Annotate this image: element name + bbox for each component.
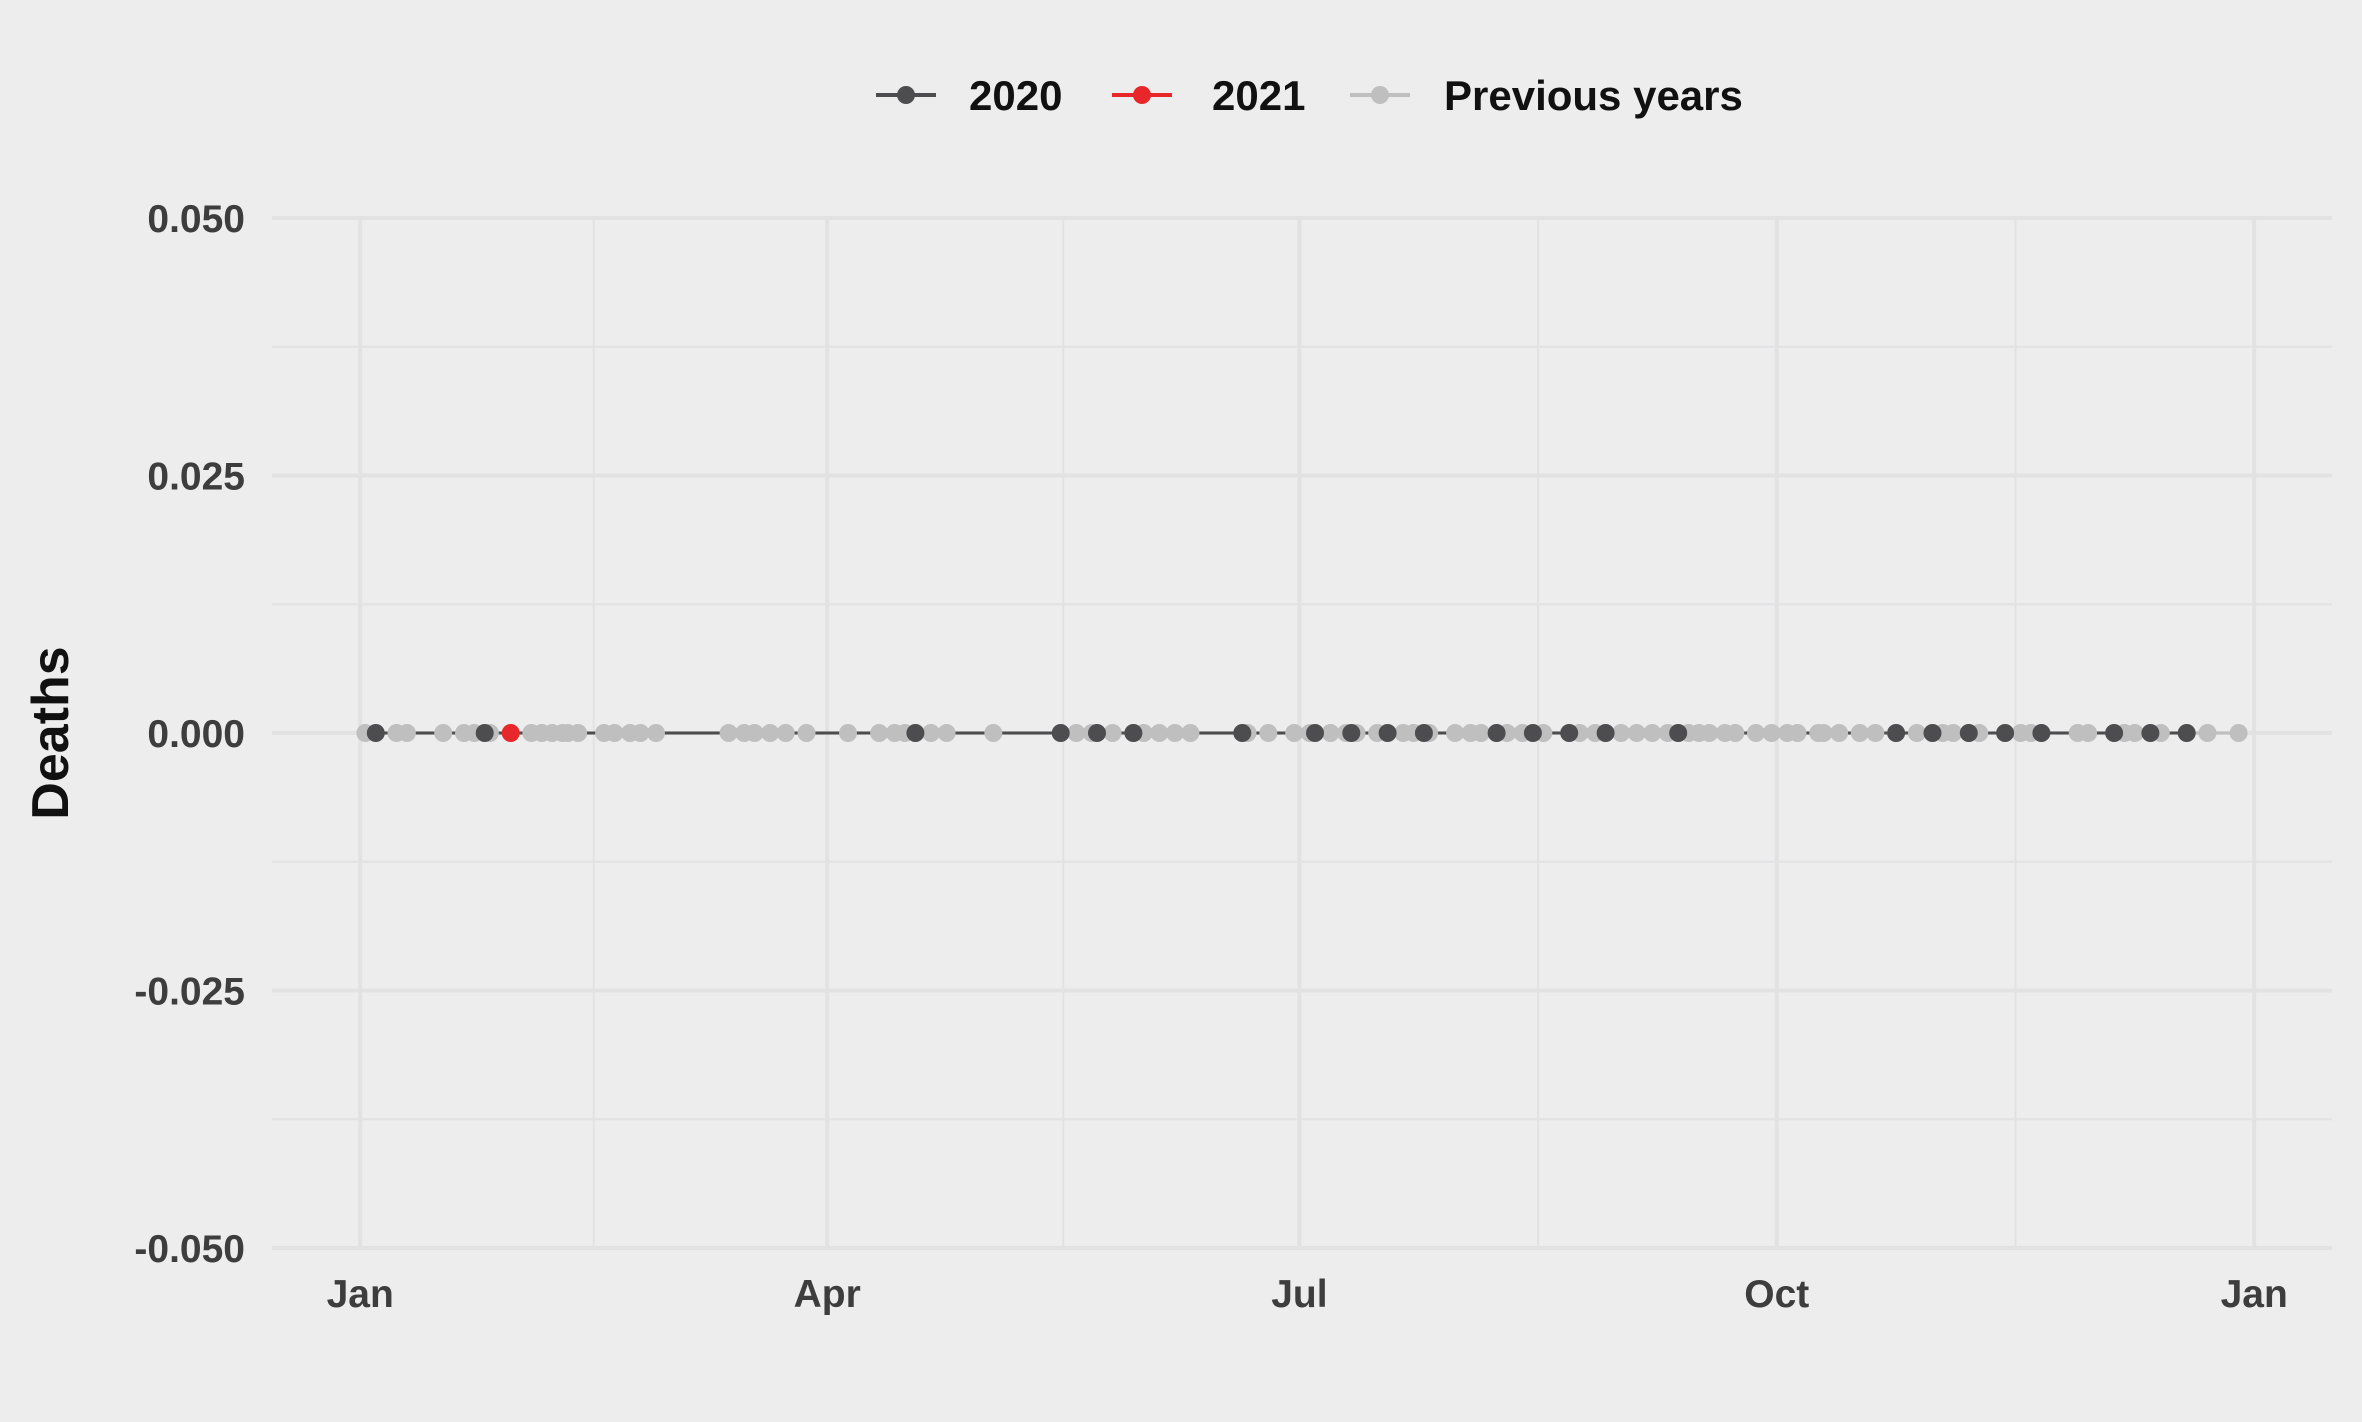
data-point-2020 [366,724,385,742]
data-point-previous-years [1830,724,1849,742]
data-point-previous-years [2229,724,2248,742]
data-point-2020 [1233,724,1252,742]
data-point-2020 [1414,724,1433,742]
data-point-previous-years [922,724,940,742]
legend: 2020 2021 Previous years [876,72,1743,119]
data-point-previous-years [1788,724,1807,742]
data-point-previous-years [937,724,956,742]
data-point-2020 [2032,724,2051,742]
y-tick-label: -0.025 [134,971,245,1014]
data-point-previous-years [797,724,816,742]
data-point-2020 [2105,724,2124,742]
data-point-previous-years [761,724,780,742]
legend-key-point-previous-years [1371,86,1389,104]
data-point-previous-years [1726,724,1745,742]
y-tick-label: 0.000 [147,713,245,756]
data-point-previous-years [1762,724,1781,742]
data-point-previous-years [2198,724,2217,742]
data-point-previous-years [434,724,453,742]
y-tick-label: -0.050 [134,1228,245,1271]
data-point-2020 [1124,724,1143,742]
y-tick-label: 0.025 [147,456,245,499]
x-tick-label: Oct [1744,1273,1809,1316]
data-point-previous-years [776,724,795,742]
data-point-previous-years [569,724,588,742]
data-point-2020 [1669,724,1688,742]
data-point-previous-years [719,724,738,742]
y-tick-label: 0.050 [147,198,245,241]
legend-label-2021: 2021 [1212,72,1305,119]
x-tick-label: Jan [327,1273,394,1316]
data-point-2020 [1051,724,1070,742]
data-point-previous-years [1944,724,1963,742]
data-point-previous-years [1700,724,1719,742]
y-axis-title: Deaths [22,646,80,819]
data-point-previous-years [1446,724,1465,742]
data-point-2020 [1342,724,1361,742]
data-point-2020 [475,724,494,742]
data-point-previous-years [1472,724,1490,742]
data-point-previous-years [1181,724,1200,742]
data-point-previous-years [397,724,416,742]
data-point-2020 [1560,724,1579,742]
data-point-previous-years [1866,724,1885,742]
data-point-previous-years [1067,724,1086,742]
data-point-previous-years [2079,724,2098,742]
data-point-previous-years [1103,724,1122,742]
data-point-2020 [1523,724,1542,742]
data-point-previous-years [1907,724,1926,742]
data-point-previous-years [1259,724,1278,742]
x-tick-label: Jan [2221,1273,2288,1316]
data-point-previous-years [1850,724,1869,742]
data-point-2020 [1959,724,1978,742]
data-point-2020 [2177,724,2196,742]
data-point-2020 [1923,724,1942,742]
data-point-previous-years [631,724,650,742]
data-point-previous-years [1612,724,1631,742]
data-point-previous-years [1150,724,1169,742]
data-point-2020 [1487,724,1506,742]
data-point-previous-years [984,724,1003,742]
data-point-previous-years [839,724,857,742]
data-point-previous-years [1747,724,1765,742]
data-point-2020 [906,724,925,742]
data-point-2020 [1596,724,1615,742]
data-point-2020 [2141,724,2160,742]
data-point-previous-years [647,724,665,742]
data-point-previous-years [605,724,624,742]
data-point-2020 [1996,724,2015,742]
x-tick-labels: Jan Apr Jul Oct Jan [327,1273,2288,1316]
data-point-previous-years [745,724,764,742]
data-point-2020 [1088,724,1106,742]
data-point-2020 [1306,724,1324,742]
data-point-previous-years [1814,724,1833,742]
data-point-2020 [1887,724,1906,742]
data-point-2021 [501,724,520,742]
legend-label-2020: 2020 [969,72,1062,119]
data-point-previous-years [1643,724,1662,742]
data-point-2020 [1378,724,1397,742]
legend-key-point-2021 [1133,86,1151,104]
data-point-previous-years [1321,724,1340,742]
data-point-previous-years [1285,724,1304,742]
series-points [356,724,2248,742]
data-point-previous-years [2125,724,2144,742]
data-point-previous-years [870,724,889,742]
x-tick-label: Jul [1271,1273,1327,1316]
data-point-previous-years [1165,724,1184,742]
legend-label-previous-years: Previous years [1444,72,1743,119]
x-tick-label: Apr [794,1273,861,1316]
legend-key-point-2020 [897,86,915,104]
y-tick-labels: 0.050 0.025 0.000 -0.025 -0.050 [134,198,245,1271]
data-point-previous-years [1627,724,1646,742]
